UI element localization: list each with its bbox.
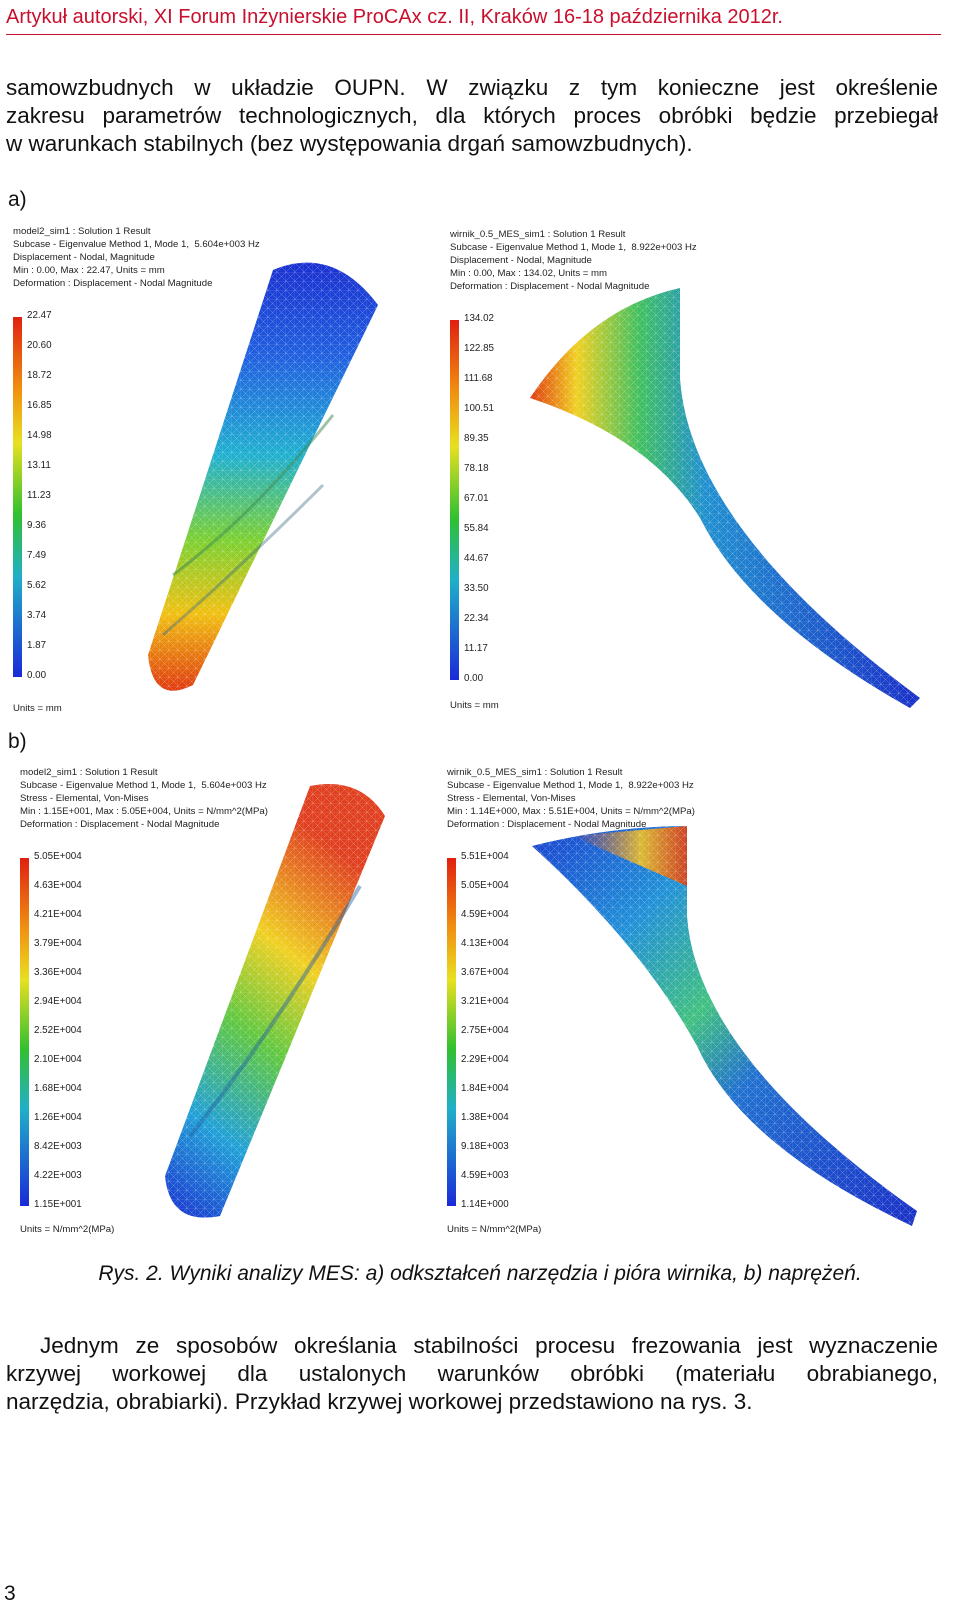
units-label: Units = N/mm^2(MPa) xyxy=(20,1224,115,1235)
scale-tick-label: 3.79E+004 xyxy=(34,938,82,949)
scale-tick-label: 55.84 xyxy=(464,523,489,534)
body-paragraph: Jednym ze sposobów określania stabilnośc… xyxy=(6,1332,938,1416)
scale-tick-label: 20.60 xyxy=(27,340,52,351)
fem-panel-a-tool: model2_sim1 : Solution 1 Result Subcase … xyxy=(13,225,433,725)
body-line: narzędzia, obrabiarki). Przykład krzywej… xyxy=(6,1389,753,1414)
scale-tick-label: 5.62 xyxy=(27,580,47,591)
page-number: 3 xyxy=(4,1582,16,1605)
scale-tick-label: 2.10E+004 xyxy=(34,1054,82,1065)
color-scale-bar xyxy=(13,317,22,677)
scale-tick-label: 3.36E+004 xyxy=(34,967,82,978)
scale-tick-label: 2.94E+004 xyxy=(34,996,82,1007)
scale-tick-label: 2.29E+004 xyxy=(461,1054,509,1065)
color-scale-bar xyxy=(450,320,459,680)
scale-tick-label: 14.98 xyxy=(27,430,52,441)
scale-tick-label: 3.67E+004 xyxy=(461,967,509,978)
scale-tick-label: 9.36 xyxy=(27,520,47,531)
scale-tick-label: 3.21E+004 xyxy=(461,996,509,1007)
intro-line: zakresu parametrów technologicznych, dla… xyxy=(6,103,938,128)
scale-tick-label: 0.00 xyxy=(27,670,47,681)
header-rule xyxy=(6,34,941,35)
scale-tick-label: 89.35 xyxy=(464,433,489,444)
scale-tick-label: 1.84E+004 xyxy=(461,1083,509,1094)
turbine-blade-stress-model xyxy=(532,826,917,1226)
scale-tick-label: 111.68 xyxy=(464,373,493,384)
scale-tick-label: 18.72 xyxy=(27,370,52,381)
scale-tick-label: 11.23 xyxy=(27,490,51,501)
fem-panel-a-blade: wirnik_0.5_MES_sim1 : Solution 1 Result … xyxy=(450,228,930,728)
scale-tick-label: 2.52E+004 xyxy=(34,1025,82,1036)
color-scale-bar xyxy=(20,858,29,1206)
figure-label-a: a) xyxy=(8,188,27,211)
scale-tick-label: 5.51E+004 xyxy=(461,851,509,862)
body-line: Jednym ze sposobów określania stabilnośc… xyxy=(40,1333,938,1358)
scale-tick-label: 4.13E+004 xyxy=(461,938,509,949)
fem-panel-b-blade: wirnik_0.5_MES_sim1 : Solution 1 Result … xyxy=(447,766,927,1246)
scale-tick-label: 4.21E+004 xyxy=(34,909,82,920)
scale-tick-label: 0.00 xyxy=(464,673,484,684)
drill-tool-stress-model xyxy=(165,784,385,1218)
scale-tick-label: 9.18E+003 xyxy=(461,1141,509,1152)
intro-line: w warunkach stabilnych (bez występowania… xyxy=(6,131,693,156)
panel-header: wirnik_0.5_MES_sim1 : Solution 1 Result … xyxy=(450,229,697,292)
drill-tool-model xyxy=(148,262,378,691)
scale-tick-label: 5.05E+004 xyxy=(461,880,509,891)
scale-tick-label: 7.49 xyxy=(27,550,47,561)
scale-tick-label: 2.75E+004 xyxy=(461,1025,509,1036)
scale-tick-label: 1.38E+004 xyxy=(461,1112,509,1123)
turbine-blade-model xyxy=(530,288,920,708)
body-line: krzywej workowej dla ustalonych warunków… xyxy=(6,1361,938,1386)
intro-line: samowzbudnych w układzie OUPN. W związku… xyxy=(6,75,938,100)
units-label: Units = N/mm^2(MPa) xyxy=(447,1224,542,1235)
scale-tick-label: 100.51 xyxy=(464,403,494,414)
scale-tick-label: 78.18 xyxy=(464,463,489,474)
panel-header: model2_sim1 : Solution 1 Result Subcase … xyxy=(20,767,268,830)
scale-tick-label: 22.47 xyxy=(27,310,52,321)
intro-paragraph: samowzbudnych w układzie OUPN. W związku… xyxy=(6,74,938,158)
scale-tick-label: 33.50 xyxy=(464,583,489,594)
scale-tick-label: 16.85 xyxy=(27,400,52,411)
scale-tick-label: 13.11 xyxy=(27,460,51,471)
scale-tick-label: 11.17 xyxy=(464,643,488,654)
fem-panel-b-tool: model2_sim1 : Solution 1 Result Subcase … xyxy=(20,766,440,1246)
figure-caption: Rys. 2. Wyniki analizy MES: a) odkształc… xyxy=(98,1262,862,1285)
scale-tick-label: 122.85 xyxy=(464,343,494,354)
panel-header: model2_sim1 : Solution 1 Result Subcase … xyxy=(13,226,260,289)
units-label: Units = mm xyxy=(13,703,62,714)
running-header: Artykuł autorski, XI Forum Inżynierskie … xyxy=(6,6,783,28)
scale-tick-label: 22.34 xyxy=(464,613,489,624)
scale-tick-label: 67.01 xyxy=(464,493,489,504)
figure-label-b: b) xyxy=(8,730,27,753)
color-scale-bar xyxy=(447,858,456,1206)
scale-tick-label: 1.26E+004 xyxy=(34,1112,82,1123)
units-label: Units = mm xyxy=(450,700,499,711)
scale-tick-label: 1.68E+004 xyxy=(34,1083,82,1094)
scale-tick-label: 4.59E+003 xyxy=(461,1170,509,1181)
scale-tick-label: 4.63E+004 xyxy=(34,880,82,891)
scale-tick-label: 44.67 xyxy=(464,553,489,564)
scale-tick-label: 4.59E+004 xyxy=(461,909,509,920)
scale-tick-label: 3.74 xyxy=(27,610,47,621)
scale-tick-label: 1.15E+001 xyxy=(34,1199,82,1210)
scale-tick-label: 1.87 xyxy=(27,640,47,651)
scale-tick-label: 134.02 xyxy=(464,313,494,324)
panel-header: wirnik_0.5_MES_sim1 : Solution 1 Result … xyxy=(447,767,695,830)
scale-tick-label: 4.22E+003 xyxy=(34,1170,82,1181)
scale-tick-label: 1.14E+000 xyxy=(461,1199,509,1210)
scale-tick-label: 5.05E+004 xyxy=(34,851,82,862)
scale-tick-label: 8.42E+003 xyxy=(34,1141,82,1152)
